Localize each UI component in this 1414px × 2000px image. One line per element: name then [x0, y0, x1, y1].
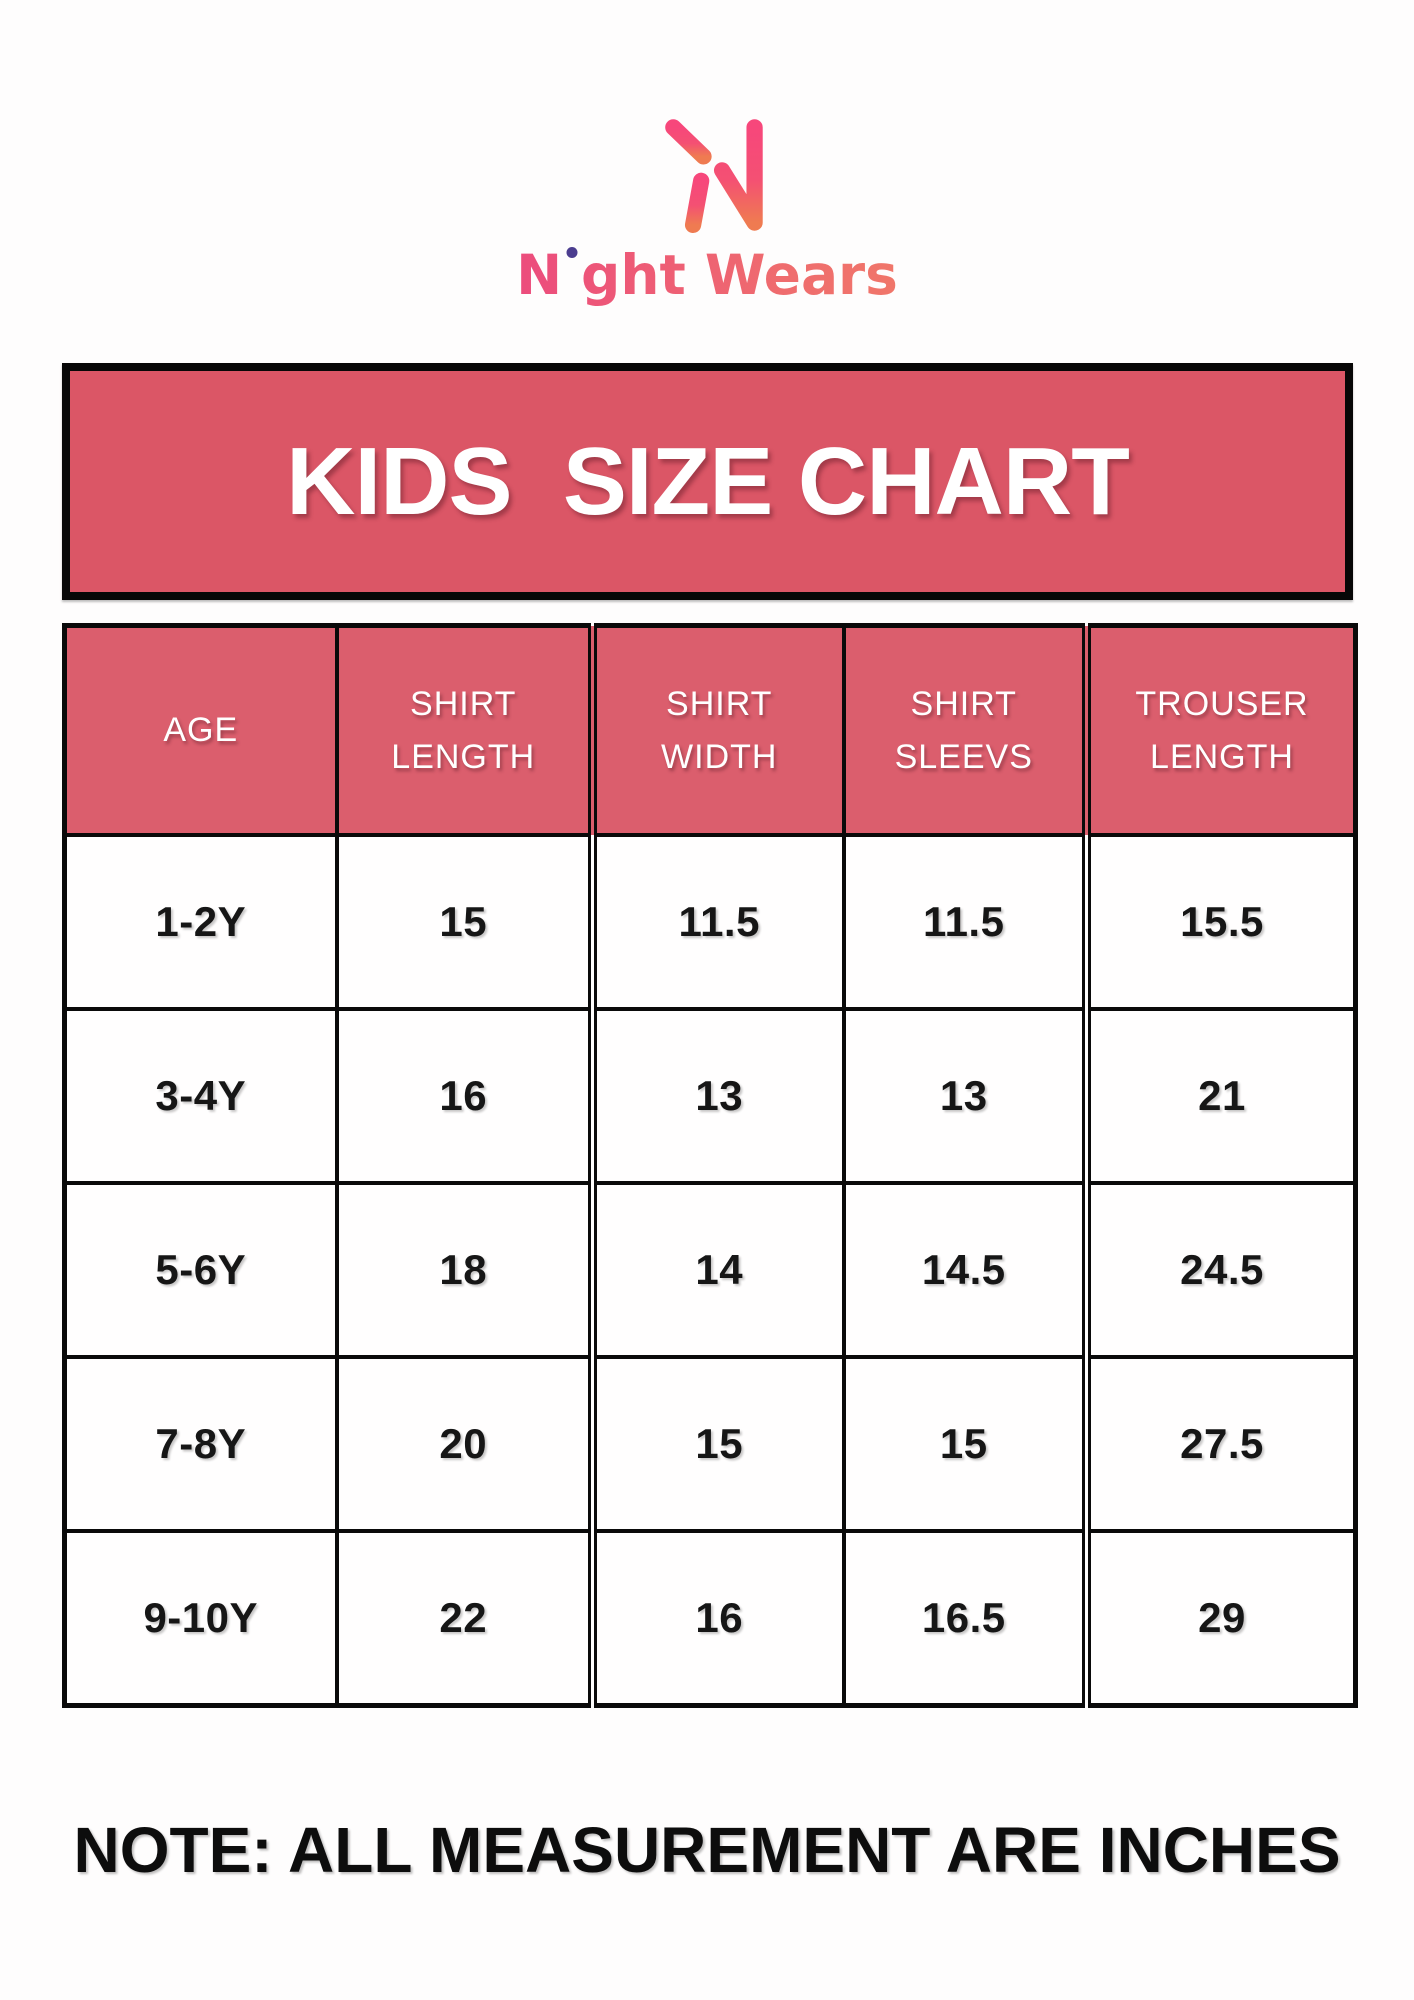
wordmark-part-n: N	[516, 243, 563, 307]
table-row-1-2y: 1-2Y 15 11.5 11.5 15.5	[62, 833, 1358, 1012]
cell-shirt-sleeves: 16.5	[841, 1529, 1089, 1708]
cell-shirt-sleeves: 11.5	[841, 833, 1089, 1012]
brand-header: Nı ght Wears	[0, 0, 1414, 307]
cell-trouser-length: 29	[1082, 1529, 1358, 1708]
cell-shirt-sleeves: 15	[841, 1355, 1089, 1534]
cell-shirt-length: 16	[334, 1007, 595, 1186]
column-header-age: AGE	[62, 623, 339, 838]
nw-monogram-icon	[665, 119, 763, 234]
title-banner: KIDS SIZE CHART	[62, 363, 1353, 601]
cell-age: 5-6Y	[62, 1181, 339, 1360]
table-row-7-8y: 7-8Y 20 15 15 27.5	[62, 1355, 1358, 1534]
brand-wordmark: Nı ght Wears	[516, 244, 898, 307]
column-header-shirt-width: SHIRT WIDTH	[588, 623, 846, 838]
cell-shirt-width: 13	[588, 1007, 846, 1186]
cell-shirt-width: 14	[588, 1181, 846, 1360]
table-row-5-6y: 5-6Y 18 14 14.5 24.5	[62, 1181, 1358, 1360]
cell-shirt-width: 16	[588, 1529, 846, 1708]
cell-age: 3-4Y	[62, 1007, 339, 1186]
cell-age: 7-8Y	[62, 1355, 339, 1534]
cell-trouser-length: 15.5	[1082, 833, 1358, 1012]
cell-shirt-width: 15	[588, 1355, 846, 1534]
page-title: KIDS SIZE CHART	[286, 427, 1130, 535]
table-row-3-4y: 3-4Y 16 13 13 21	[62, 1007, 1358, 1186]
cell-trouser-length: 21	[1082, 1007, 1358, 1186]
cell-shirt-length: 20	[334, 1355, 595, 1534]
wordmark-part-rest: ght Wears	[580, 243, 898, 307]
cell-trouser-length: 24.5	[1082, 1181, 1358, 1360]
cell-shirt-length: 18	[334, 1181, 595, 1360]
cell-shirt-width: 11.5	[588, 833, 846, 1012]
measurement-unit-note: NOTE: ALL MEASUREMENT ARE INCHES	[73, 1814, 1341, 1887]
table-header-row: AGE SHIRT LENGTH SHIRT WIDTH SHIRT SLEEV…	[62, 623, 1358, 838]
purple-i-dot	[566, 247, 578, 258]
cell-age: 9-10Y	[62, 1529, 339, 1708]
cell-shirt-length: 22	[334, 1529, 595, 1708]
cell-shirt-sleeves: 14.5	[841, 1181, 1089, 1360]
wordmark-letter-i: ı	[562, 244, 581, 307]
column-header-shirt-sleeves: SHIRT SLEEVS	[841, 623, 1089, 838]
cell-shirt-sleeves: 13	[841, 1007, 1089, 1186]
cell-shirt-length: 15	[334, 833, 595, 1012]
size-chart-table: AGE SHIRT LENGTH SHIRT WIDTH SHIRT SLEEV…	[62, 623, 1358, 1709]
column-header-shirt-length: SHIRT LENGTH	[334, 623, 595, 838]
table-row-9-10y: 9-10Y 22 16 16.5 29	[62, 1529, 1358, 1708]
column-header-trouser-length: TROUSER LENGTH	[1082, 623, 1358, 838]
cell-trouser-length: 27.5	[1082, 1355, 1358, 1534]
cell-age: 1-2Y	[62, 833, 339, 1012]
